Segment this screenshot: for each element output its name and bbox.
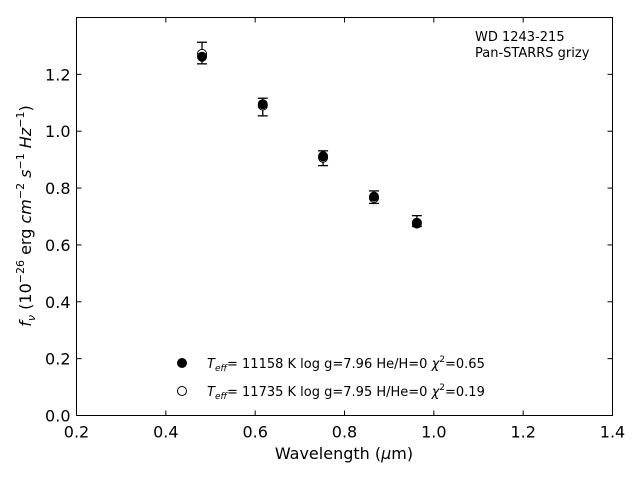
y-tick-label: 1.2	[45, 65, 70, 84]
x-tick-label: 0.2	[64, 423, 89, 442]
y-tick-label: 0.2	[45, 350, 70, 369]
y-tick-label: 0.4	[45, 293, 70, 312]
y-tick-label: 0.0	[45, 407, 70, 426]
annotation-line-2: Pan-STARRS grizy	[475, 46, 590, 61]
y-tick-label: 0.8	[45, 179, 70, 198]
legend: Teff= 11158 K log g=7.96 He/H=0 χ2=0.65 …	[177, 355, 485, 402]
x-tick-label: 0.4	[153, 423, 178, 442]
model-point-filled	[411, 218, 422, 229]
model-point-filled	[197, 51, 208, 62]
data-marks	[197, 41, 422, 229]
x-tick-label: 1.4	[600, 423, 625, 442]
annotation-line-1: WD 1243-215	[475, 30, 565, 45]
x-tick-label: 1.2	[510, 423, 535, 442]
y-axis-label: fν (10−26 erg cm−2 s−1 Hz−1)	[14, 105, 38, 326]
model-point-filled	[257, 99, 268, 110]
x-tick-label: 0.8	[332, 423, 357, 442]
legend-entry-1: Teff= 11158 K log g=7.96 He/H=0 χ2=0.65	[207, 355, 485, 374]
y-tick-label: 0.6	[45, 236, 70, 255]
y-tick-label: 1.0	[45, 122, 70, 141]
model-point-filled	[318, 151, 329, 162]
plot-frame	[76, 17, 613, 416]
axis-ticks: 0.2 0.4 0.6 0.8 1.0 1.2 1.40.00.20.40.60.81.01…	[45, 17, 625, 442]
legend-marker-open	[177, 386, 187, 396]
annotation: WD 1243-215 Pan-STARRS grizy	[475, 30, 590, 61]
x-tick-label: 1.0	[421, 423, 446, 442]
model-point-filled	[368, 191, 379, 202]
x-tick-label: 0.6	[242, 423, 267, 442]
x-axis-label: Wavelength (μm)	[275, 444, 413, 463]
legend-marker-filled	[177, 358, 187, 368]
legend-entry-2: Teff= 11735 K log g=7.95 H/He=0 χ2=0.19	[207, 383, 485, 402]
